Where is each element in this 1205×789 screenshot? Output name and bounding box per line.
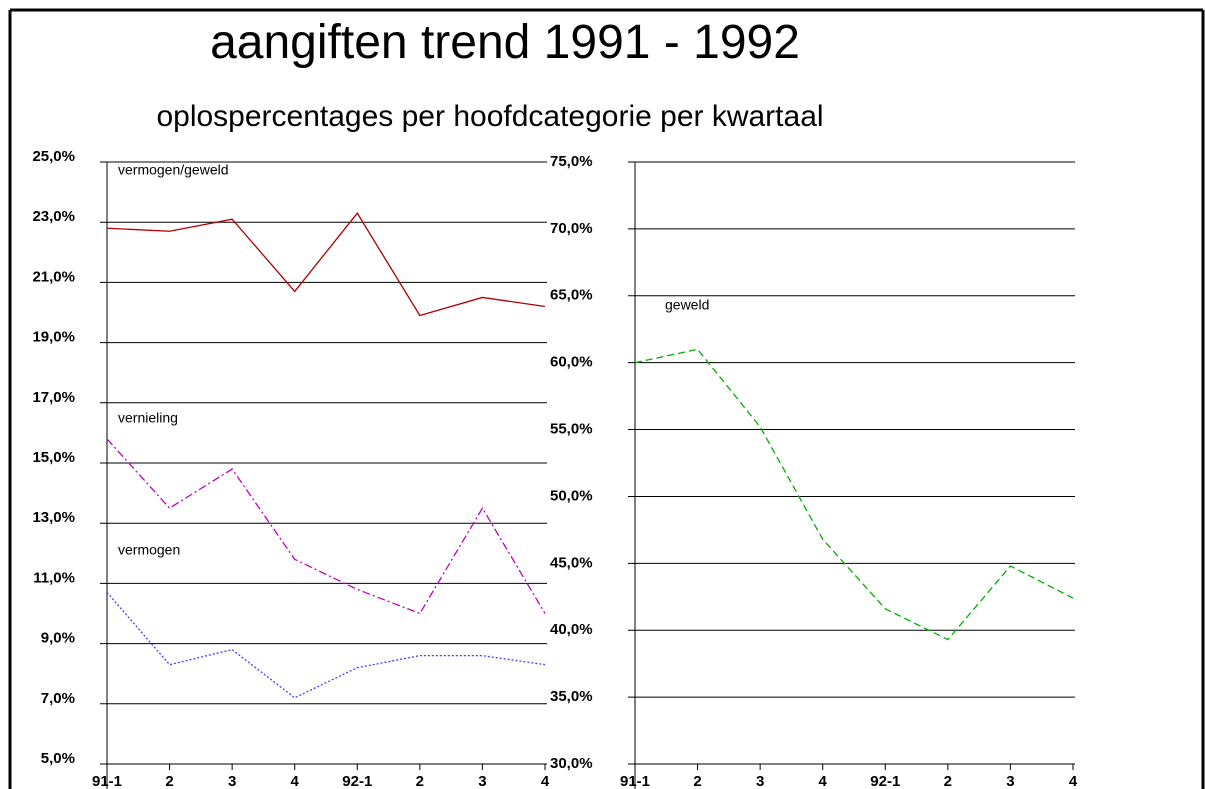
x-tick-label: 4: [541, 773, 550, 789]
series-label: geweld: [665, 297, 709, 313]
x-tick-label: 4: [291, 773, 300, 789]
y-tick-label: 55,0%: [550, 421, 593, 438]
x-tick-label: 91-1: [92, 773, 122, 789]
y-tick-label: 23,0%: [32, 208, 75, 225]
series-line: [106, 212, 546, 317]
y-tick-label: 5,0%: [41, 750, 75, 767]
y-tick-label: 21,0%: [32, 268, 75, 285]
chart-title: aangiften trend 1991 - 1992: [210, 16, 800, 69]
x-tick-label: 3: [1006, 773, 1014, 789]
y-tick-label: 9,0%: [41, 630, 75, 647]
y-tick-label: 11,0%: [33, 569, 75, 586]
x-tick-label: 3: [756, 773, 764, 789]
x-tick-label: 92-1: [870, 773, 900, 789]
x-tick-label: 2: [693, 773, 701, 789]
y-tick-label: 30,0%: [550, 755, 593, 772]
y-tick-label: 40,0%: [550, 621, 593, 638]
y-tick-label: 7,0%: [41, 690, 75, 707]
series-line: [106, 438, 546, 615]
x-tick-label: 4: [819, 773, 828, 789]
series-line: [106, 592, 546, 699]
series-line: [634, 348, 1074, 641]
x-tick-label: 2: [944, 773, 952, 789]
y-tick-label: 60,0%: [550, 354, 593, 371]
x-tick-label: 92-1: [342, 773, 372, 789]
series-label: vermogen: [118, 542, 180, 558]
y-tick-label: 25,0%: [32, 148, 75, 165]
y-tick-label: 45,0%: [550, 554, 593, 571]
x-tick-label: 2: [165, 773, 173, 789]
x-tick-label: 4: [1069, 773, 1078, 789]
chart-subtitle: oplospercentages per hoofdcategorie per …: [156, 100, 823, 133]
y-tick-label: 50,0%: [550, 487, 593, 504]
x-tick-label: 3: [478, 773, 486, 789]
y-tick-label: 19,0%: [32, 329, 75, 346]
y-tick-label: 13,0%: [32, 509, 75, 526]
y-tick-label: 75,0%: [550, 153, 593, 170]
y-tick-label: 17,0%: [32, 389, 75, 406]
y-tick-label: 15,0%: [32, 449, 75, 466]
x-tick-label: 91-1: [620, 773, 650, 789]
y-tick-label: 65,0%: [550, 287, 593, 304]
y-tick-label: 70,0%: [550, 220, 593, 237]
x-tick-label: 2: [416, 773, 424, 789]
x-tick-label: 3: [228, 773, 236, 789]
series-label: vermogen/geweld: [118, 162, 229, 178]
y-tick-label: 35,0%: [550, 688, 593, 705]
series-label: vernieling: [118, 410, 178, 426]
